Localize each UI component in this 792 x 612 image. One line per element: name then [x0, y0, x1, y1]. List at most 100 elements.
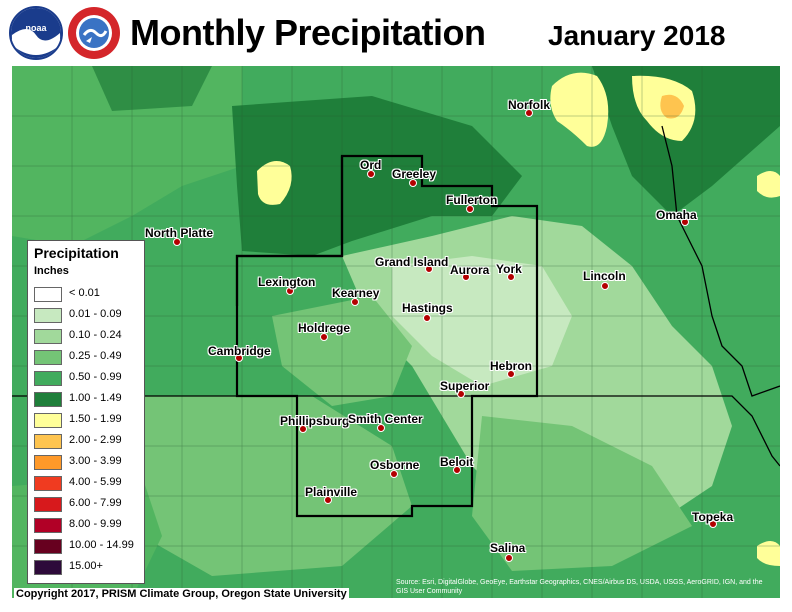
city-label: Cambridge [208, 344, 271, 358]
legend-entry: 10.00 - 14.99 [34, 537, 142, 555]
city-marker-icon [299, 425, 307, 433]
city-label: York [496, 262, 522, 276]
national-weather-service-logo-icon [68, 7, 120, 59]
legend-entry: 8.00 - 9.99 [34, 516, 142, 534]
legend-entry: 0.25 - 0.49 [34, 348, 142, 366]
legend-swatch [34, 308, 62, 323]
legend-label: 2.00 - 2.99 [69, 434, 122, 446]
city-marker-icon [681, 218, 689, 226]
legend-entry: 1.50 - 1.99 [34, 411, 142, 429]
city-label: Phillipsburg [280, 414, 350, 428]
legend-swatch [34, 518, 62, 533]
legend-label: < 0.01 [69, 287, 100, 299]
precip-zone [757, 541, 780, 566]
city-label: North Platte [145, 226, 214, 240]
city-label: Salina [490, 541, 526, 555]
precip-zone [757, 171, 780, 198]
city-label: Fullerton [446, 193, 498, 207]
legend-label: 0.01 - 0.09 [69, 308, 122, 320]
legend-swatch [34, 560, 62, 575]
precip-zone [392, 256, 572, 386]
legend-entry: < 0.01 [34, 285, 142, 303]
city-label: Beloit [440, 455, 474, 469]
page-subtitle: January 2018 [548, 20, 726, 51]
legend-entry: 0.10 - 0.24 [34, 327, 142, 345]
city-label: Hastings [402, 301, 453, 315]
city-marker-icon [709, 520, 717, 528]
city-marker-icon [324, 496, 332, 504]
city-label: Smith Center [348, 412, 423, 426]
legend-label: 6.00 - 7.99 [69, 497, 122, 509]
city-marker-icon [466, 205, 474, 213]
city-label: Holdrege [298, 321, 351, 335]
legend-entry: 0.50 - 0.99 [34, 369, 142, 387]
legend-swatch [34, 455, 62, 470]
legend-label: 4.00 - 5.99 [69, 476, 122, 488]
legend-swatch [34, 476, 62, 491]
city-marker-icon [453, 466, 461, 474]
city-label: Plainville [305, 485, 358, 499]
precip-zone [12, 66, 242, 246]
city-marker-icon [462, 273, 470, 281]
city-label: Topeka [692, 510, 734, 524]
legend-swatch [34, 371, 62, 386]
legend-swatch [34, 413, 62, 428]
legend-title: Precipitation [34, 245, 119, 261]
legend-entry: 4.00 - 5.99 [34, 474, 142, 492]
noaa-logo-icon: noaa [9, 6, 63, 60]
city-marker-icon [286, 287, 294, 295]
city-marker-icon [423, 314, 431, 322]
page-title: Monthly Precipitation [130, 12, 486, 53]
precip-zone [472, 416, 692, 571]
city-marker-icon [409, 179, 417, 187]
precip-zone [660, 94, 684, 119]
city-label: Omaha [656, 208, 697, 222]
city-label: Kearney [332, 286, 380, 300]
city-marker-icon [601, 282, 609, 290]
source-attribution: Source: Esri, DigitalGlobe, GeoEye, Eart… [396, 579, 763, 595]
legend-entry: 0.01 - 0.09 [34, 306, 142, 324]
legend-swatch [34, 287, 62, 302]
city-label: Hebron [490, 359, 532, 373]
city-label: Aurora [450, 263, 490, 277]
legend-swatch [34, 539, 62, 554]
legend-swatch [34, 350, 62, 365]
city-marker-icon [457, 390, 465, 398]
city-marker-icon [367, 170, 375, 178]
city-label: Superior [440, 379, 490, 393]
precip-zone [257, 161, 292, 205]
city-label: Lincoln [583, 269, 626, 283]
city-marker-icon [525, 109, 533, 117]
city-marker-icon [507, 370, 515, 378]
legend-entry: 2.00 - 2.99 [34, 432, 142, 450]
legend-entry: 15.00+ [34, 558, 142, 576]
legend: Precipitation Inches < 0.01 0.01 - 0.09 0.… [27, 240, 145, 584]
precip-zone [142, 396, 412, 576]
precip-zone [550, 72, 609, 147]
city-marker-icon [173, 238, 181, 246]
legend-label: 0.50 - 0.99 [69, 371, 122, 383]
legend-swatch [34, 392, 62, 407]
city-label: Osborne [370, 458, 420, 472]
city-label: Ord [360, 158, 382, 172]
legend-label: 0.10 - 0.24 [69, 329, 122, 341]
legend-swatch [34, 434, 62, 449]
legend-swatch [34, 497, 62, 512]
legend-entry: 1.00 - 1.49 [34, 390, 142, 408]
legend-swatch [34, 329, 62, 344]
legend-entry: 3.00 - 3.99 [34, 453, 142, 471]
legend-label: 15.00+ [69, 560, 103, 572]
legend-units: Inches [34, 265, 69, 277]
legend-label: 3.00 - 3.99 [69, 455, 122, 467]
city-marker-icon [425, 265, 433, 273]
legend-label: 0.25 - 0.49 [69, 350, 122, 362]
legend-label: 1.00 - 1.49 [69, 392, 122, 404]
legend-label: 8.00 - 9.99 [69, 518, 122, 530]
city-label: Lexington [258, 275, 316, 289]
city-marker-icon [507, 273, 515, 281]
header: noaa Monthly Precipitation January 2018 [0, 0, 792, 66]
city-marker-icon [235, 354, 243, 362]
city-label: Grand Island [375, 255, 449, 269]
city-label: Greeley [392, 167, 437, 181]
copyright-notice: Copyright 2017, PRISM Climate Group, Ore… [14, 588, 349, 600]
